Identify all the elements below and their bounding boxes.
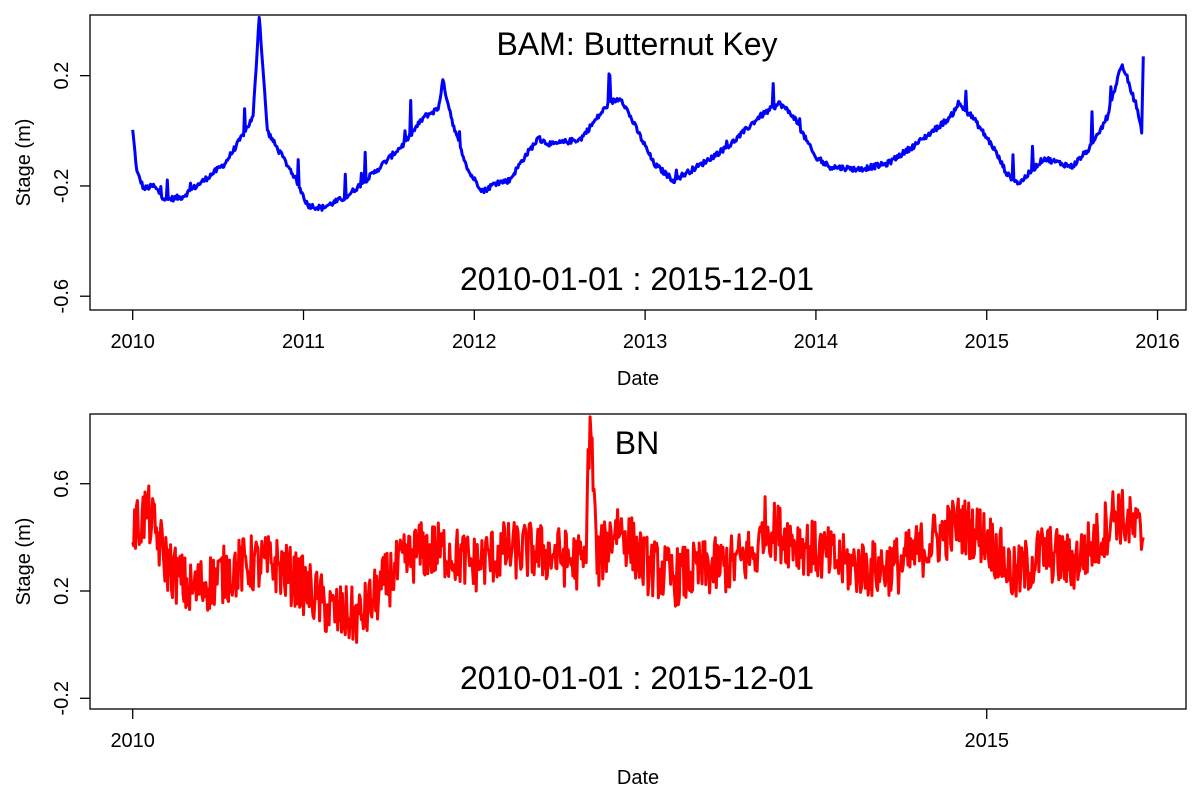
y-tick-label: -0.2 [51, 169, 73, 203]
panel-title: BAM: Butternut Key [496, 26, 777, 62]
x-tick-label: 2011 [282, 331, 325, 353]
panel-top: 2010 2011 2012 2013 2014 2015 2016 Date -0.6 -0.2… [13, 14, 1187, 390]
x-tick-label: 2015 [964, 331, 1009, 353]
y-tick-label: 0.2 [51, 62, 73, 90]
x-tick-label: 2010 [110, 730, 155, 752]
y-tick-label: -0.2 [51, 681, 73, 715]
x-tick-label: 2012 [452, 331, 497, 353]
y-tick-label: 0.2 [51, 577, 73, 605]
date-range-label: 2010-01-01 : 2015-12-01 [460, 261, 814, 297]
y-axis-label: Stage (m) [13, 518, 35, 606]
x-tick-label: 2014 [794, 331, 839, 353]
date-range-label: 2010-01-01 : 2015-12-01 [460, 660, 814, 696]
panel-title: BN [615, 425, 659, 461]
x-axis-label: Date [617, 368, 659, 390]
x-tick-label: 2013 [623, 331, 668, 353]
plot-frame [89, 413, 1187, 710]
y-tick-label: -0.6 [51, 279, 73, 313]
series-line-0 [131, 15, 1145, 212]
x-axis-label: Date [617, 767, 659, 789]
x-tick-label: 2010 [110, 331, 155, 353]
plot-frame [89, 14, 1187, 311]
x-tick-label: 2016 [1135, 331, 1180, 353]
y-axis-label: Stage (m) [13, 119, 35, 207]
x-tick-label: 2015 [964, 730, 1009, 752]
panel-bottom: 2010 2015 Date -0.2 0.2 0.6 Stage (m) BN 2010-01… [13, 413, 1187, 789]
series-line-0 [131, 415, 1145, 644]
y-tick-label: 0.6 [51, 470, 73, 498]
